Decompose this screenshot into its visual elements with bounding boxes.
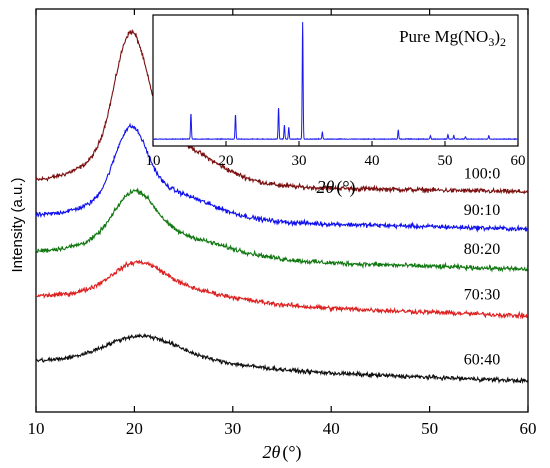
main-x-tick-label: 20 xyxy=(126,419,143,438)
series-line-60-40 xyxy=(35,332,529,385)
inset-x-tick-label: 40 xyxy=(365,153,380,169)
inset-x-axis-title: 2θ (°) xyxy=(316,177,355,198)
inset-x-tick-label: 60 xyxy=(511,153,526,169)
main-x-axis-unit: (°) xyxy=(282,442,301,463)
inset-title-sub1: 3 xyxy=(488,35,494,49)
series-label-60-40: 60:40 xyxy=(464,351,500,368)
inset-x-tick-label: 50 xyxy=(438,153,453,169)
main-series-labels: 100:0 90:10 80:20 70:30 60:40 xyxy=(464,166,500,369)
inset-x-ticks: 10 20 30 40 50 60 xyxy=(146,141,526,169)
main-x-ticks: 10 20 30 40 50 60 xyxy=(28,9,537,438)
series-label-100-0: 100:0 xyxy=(464,166,500,183)
series-line-80-20 xyxy=(35,187,529,273)
main-x-tick-label: 40 xyxy=(323,419,340,438)
series-line-90-10 xyxy=(35,122,529,233)
inset-title-sub2: 2 xyxy=(500,35,506,49)
inset-pattern-line xyxy=(152,21,519,141)
series-line-100-0 xyxy=(35,28,529,195)
inset-x-axis-unit: (°) xyxy=(336,177,355,198)
main-x-axis-symbol: 2θ xyxy=(262,442,280,462)
inset-title-main: Pure Mg(NO xyxy=(399,27,488,46)
main-series-group xyxy=(35,28,529,385)
main-x-axis-title: 2θ (°) xyxy=(262,442,301,463)
inset-x-tick-label: 10 xyxy=(146,153,161,169)
series-line-70-30 xyxy=(35,259,528,320)
main-x-tick-label: 30 xyxy=(224,419,241,438)
series-label-90-10: 90:10 xyxy=(464,202,500,219)
main-plot-frame xyxy=(35,8,529,413)
main-x-tick-label: 50 xyxy=(421,419,438,438)
y-axis-title: Intensity (a.u.) xyxy=(9,177,26,272)
main-x-tick-label: 10 xyxy=(28,419,45,438)
inset-x-tick-label: 30 xyxy=(292,153,307,169)
inset-title: Pure Mg(NO3)2 xyxy=(399,27,506,49)
inset-x-axis-symbol: 2θ xyxy=(316,177,334,197)
series-label-70-30: 70:30 xyxy=(464,286,500,303)
inset-plot-frame xyxy=(152,14,519,147)
series-label-80-20: 80:20 xyxy=(464,241,500,258)
inset-x-tick-label: 20 xyxy=(219,153,234,169)
inset-title-mid: ) xyxy=(494,27,500,46)
main-x-tick-label: 60 xyxy=(520,419,537,438)
